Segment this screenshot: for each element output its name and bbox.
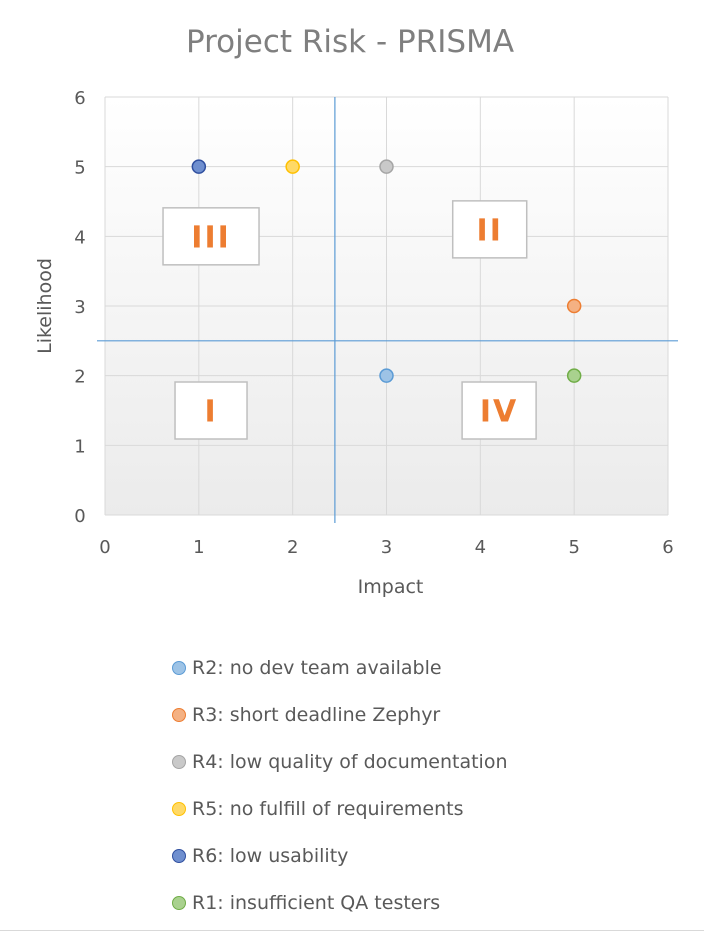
quadrant-label-iii: III	[191, 220, 231, 255]
data-point-r3	[566, 298, 582, 314]
legend-label: R2: no dev team available	[192, 656, 442, 679]
bottom-divider	[0, 930, 704, 931]
y-tick-label: 2	[74, 367, 85, 388]
legend-item: R4: low quality of documentation	[172, 738, 508, 785]
quadrant-label-ii: II	[477, 213, 503, 248]
y-tick-label: 0	[74, 506, 85, 527]
y-axis-label: Likelihood	[34, 258, 56, 354]
quadrant-label-i: I	[204, 395, 217, 430]
legend-marker	[172, 895, 186, 910]
chart-title: Project Risk - PRISMA	[186, 24, 514, 60]
risk-chart: Project Risk - PRISMA 0 1 2 3 4 5 6 0 1 2 3 4 5 6 Impac…	[34, 24, 678, 598]
x-tick-label: 1	[193, 537, 204, 558]
legend-item: R5: no fulfill of requirements	[172, 785, 508, 832]
data-point-r6	[191, 159, 207, 174]
quadrant-label-iv: IV	[480, 395, 518, 430]
legend-marker	[172, 848, 186, 863]
data-point-r1	[566, 368, 582, 383]
x-axis-label: Impact	[358, 576, 424, 598]
legend-marker	[172, 801, 186, 816]
legend-item: R3: short deadline Zephyr	[172, 691, 508, 738]
x-tick-label: 0	[99, 537, 110, 558]
legend-item: R6: low usability	[172, 832, 508, 879]
quadrant-label-box	[162, 207, 260, 266]
x-tick-label: 3	[381, 537, 392, 558]
legend-label: R1: insufficient QA testers	[192, 891, 441, 914]
data-point-r2	[379, 368, 394, 383]
y-tick-label: 3	[74, 297, 85, 318]
quadrant-label-box	[461, 381, 537, 440]
legend-label: R3: short deadline Zephyr	[192, 703, 441, 726]
legend-label: R5: no fulfill of requirements	[192, 797, 464, 820]
x-tick-label: 4	[475, 537, 486, 558]
legend-marker	[172, 660, 186, 675]
x-tick-label: 5	[568, 537, 579, 558]
data-point-r4	[379, 159, 394, 174]
y-tick-label: 1	[74, 436, 85, 457]
y-tick-label: 5	[74, 158, 85, 179]
y-tick-label: 4	[74, 227, 85, 248]
y-tick-label: 6	[74, 88, 85, 109]
legend-label: R6: low usability	[192, 844, 349, 867]
x-tick-label: 6	[662, 537, 673, 558]
x-tick-label: 2	[287, 537, 298, 558]
legend: R2: no dev team available R3: short deadl…	[172, 644, 508, 926]
legend-label: R4: low quality of documentation	[192, 750, 508, 773]
quadrant-label-box	[451, 200, 528, 259]
legend-marker	[172, 707, 186, 722]
legend-item: R2: no dev team available	[172, 644, 508, 691]
legend-item: R1: insufficient QA testers	[172, 879, 508, 926]
legend-marker	[172, 754, 186, 769]
quadrant-label-box	[174, 381, 248, 440]
data-point-r5	[285, 159, 300, 174]
